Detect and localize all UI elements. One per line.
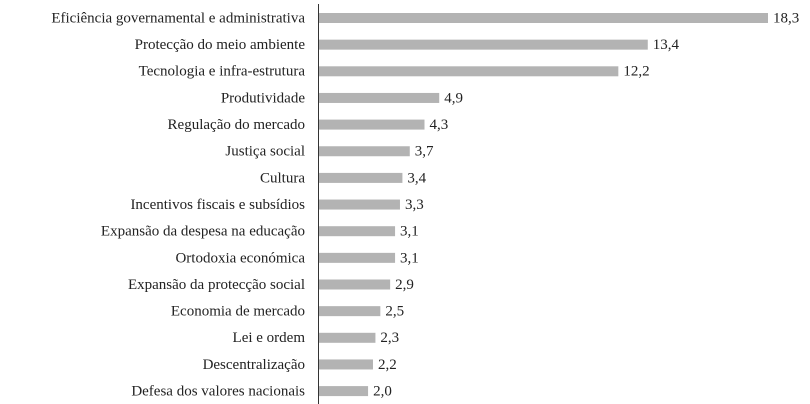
value-label: 2,3 bbox=[380, 330, 399, 346]
category-label: Regulação do mercado bbox=[168, 117, 305, 133]
value-label: 2,5 bbox=[385, 304, 404, 320]
category-label: Produtividade bbox=[221, 90, 305, 106]
value-label: 13,4 bbox=[653, 37, 680, 53]
value-label: 3,3 bbox=[405, 197, 424, 213]
bar bbox=[319, 332, 376, 343]
category-label: Protecção do meio ambiente bbox=[135, 37, 306, 53]
bar bbox=[319, 13, 768, 23]
value-label: 2,9 bbox=[395, 277, 414, 293]
category-label: Expansão da despesa na educação bbox=[101, 224, 305, 240]
category-label: Justiça social bbox=[225, 144, 305, 160]
category-label: Economia de mercado bbox=[171, 304, 305, 320]
bar bbox=[319, 199, 400, 210]
category-label: Ortodoxia económica bbox=[175, 250, 305, 266]
value-label: 2,0 bbox=[373, 384, 392, 400]
bar bbox=[319, 39, 648, 50]
bar bbox=[319, 226, 396, 237]
category-label: Descentralização bbox=[203, 357, 305, 373]
category-label: Defesa dos valores nacionais bbox=[131, 384, 305, 400]
category-label: Cultura bbox=[260, 170, 305, 186]
value-label: 12,2 bbox=[623, 64, 649, 80]
value-label: 3,1 bbox=[400, 224, 419, 240]
bar bbox=[319, 172, 403, 183]
bar bbox=[319, 279, 391, 290]
value-label: 4,9 bbox=[444, 90, 463, 106]
value-label: 2,2 bbox=[378, 357, 397, 373]
category-label: Tecnologia e infra-estrutura bbox=[139, 64, 306, 80]
category-label: Eficiência governamental e administrativ… bbox=[51, 10, 305, 26]
value-label: 3,7 bbox=[415, 144, 434, 160]
bar bbox=[319, 146, 410, 157]
bar bbox=[319, 306, 381, 317]
category-label: Incentivos fiscais e subsídios bbox=[130, 197, 305, 213]
bar bbox=[319, 92, 440, 103]
value-label: 3,1 bbox=[400, 250, 419, 266]
category-label: Lei e ordem bbox=[233, 330, 306, 346]
bar bbox=[319, 359, 373, 370]
value-label: 18,3 bbox=[773, 10, 799, 26]
bar bbox=[319, 66, 619, 77]
value-label: 4,3 bbox=[430, 117, 449, 133]
value-label: 3,4 bbox=[407, 170, 426, 186]
bar bbox=[319, 386, 369, 397]
bar bbox=[319, 119, 425, 130]
category-label: Expansão da protecção social bbox=[128, 277, 305, 293]
bar bbox=[319, 252, 396, 263]
